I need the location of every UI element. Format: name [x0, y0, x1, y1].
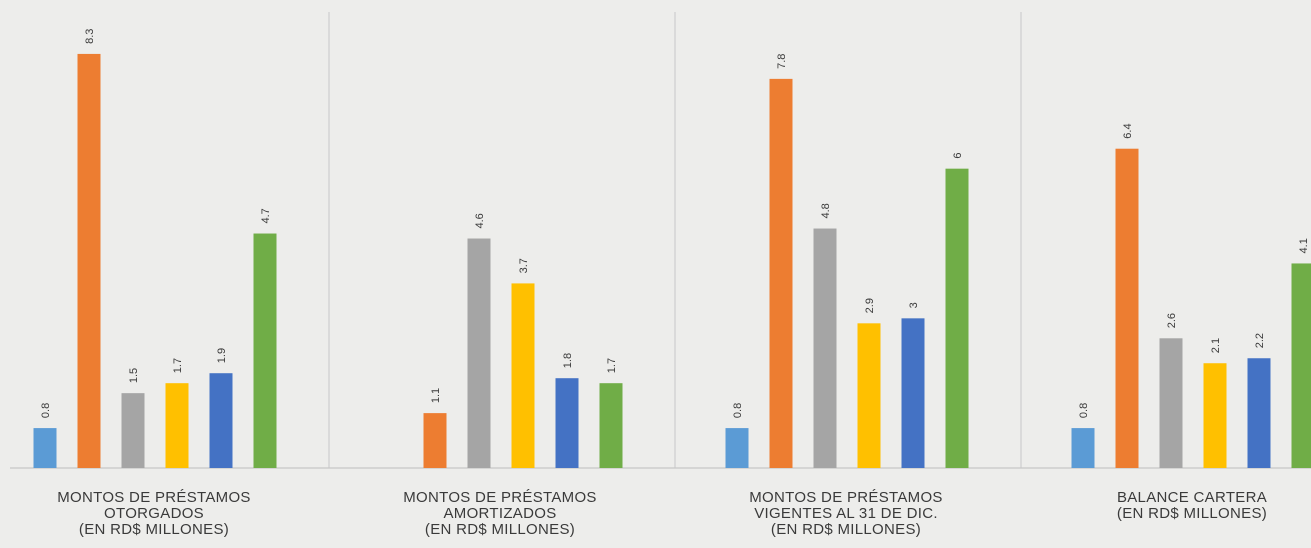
bar	[769, 78, 793, 468]
value-label: 1.1	[430, 388, 442, 403]
bar	[1159, 338, 1183, 468]
bar	[1071, 428, 1095, 468]
category-label: AMORTIZADOS	[443, 505, 556, 522]
category-label: (EN RD$ MILLONES)	[771, 521, 921, 538]
value-label: 2.6	[1166, 313, 1178, 328]
bar	[813, 228, 837, 468]
category-label: MONTOS DE PRÉSTAMOS	[57, 489, 251, 506]
value-label: 1.5	[128, 368, 140, 383]
category-label: (EN RD$ MILLONES)	[1117, 505, 1267, 522]
bar	[423, 413, 447, 468]
bar	[901, 318, 925, 468]
category-label: BALANCE CARTERA	[1117, 489, 1267, 506]
bar	[165, 383, 189, 468]
bar	[33, 428, 57, 468]
value-label: 1.7	[172, 358, 184, 373]
value-label: 2.9	[864, 298, 876, 313]
value-label: 3	[908, 302, 920, 308]
value-label: 6.4	[1122, 123, 1134, 138]
bar	[725, 428, 749, 468]
bar	[253, 233, 277, 468]
bar	[511, 283, 535, 468]
value-label: 0.8	[732, 403, 744, 418]
bar	[1247, 358, 1271, 468]
bar	[209, 373, 233, 468]
value-label: 2.1	[1210, 338, 1222, 353]
value-label: 4.6	[474, 213, 486, 228]
bar	[945, 168, 969, 468]
value-label: 8.3	[84, 29, 96, 44]
value-label: 1.7	[606, 358, 618, 373]
bar	[857, 323, 881, 468]
value-label: 1.9	[216, 348, 228, 363]
value-label: 3.7	[518, 258, 530, 273]
value-label: 1.8	[562, 353, 574, 368]
category-label: OTORGADOS	[104, 505, 204, 522]
value-label: 2.2	[1254, 333, 1266, 348]
category-label: MONTOS DE PRÉSTAMOS	[403, 489, 597, 506]
bar	[77, 53, 101, 469]
value-label: 7.8	[776, 54, 788, 69]
value-label: 4.8	[820, 203, 832, 218]
value-label: 0.8	[1078, 403, 1090, 418]
bar	[467, 238, 491, 468]
bar	[555, 378, 579, 468]
category-label: (EN RD$ MILLONES)	[79, 521, 229, 538]
bar	[1203, 363, 1227, 468]
value-label: 6	[952, 153, 964, 159]
category-label: VIGENTES AL 31 DE DIC.	[754, 505, 938, 522]
bar	[1291, 263, 1311, 468]
category-label: (EN RD$ MILLONES)	[425, 521, 575, 538]
value-label: 4.1	[1298, 238, 1310, 253]
value-label: 4.7	[260, 208, 272, 223]
bar	[121, 393, 145, 468]
bar	[1115, 148, 1139, 468]
category-label: MONTOS DE PRÉSTAMOS	[749, 489, 943, 506]
bar	[599, 383, 623, 468]
value-label: 0.8	[40, 403, 52, 418]
